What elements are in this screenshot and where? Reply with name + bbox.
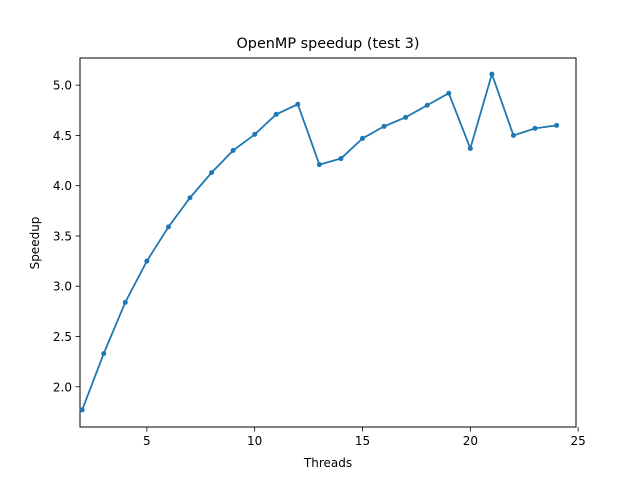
data-point bbox=[467, 145, 473, 151]
data-point bbox=[209, 170, 215, 176]
y-axis-ticks: 2.0 2.5 3.0 3.5 4.0 4.5 5.0 bbox=[53, 79, 80, 394]
data-point bbox=[381, 123, 387, 129]
x-tick-label: 10 bbox=[247, 434, 262, 448]
x-tick-label: 25 bbox=[571, 434, 586, 448]
data-point bbox=[79, 407, 85, 413]
y-tick-label: 2.0 bbox=[53, 380, 72, 394]
data-point bbox=[101, 351, 107, 357]
data-point bbox=[489, 71, 495, 77]
y-tick-label: 3.0 bbox=[53, 280, 72, 294]
data-point bbox=[424, 102, 430, 108]
y-tick-label: 3.5 bbox=[53, 229, 72, 243]
x-axis-ticks: 5 10 15 20 25 bbox=[143, 427, 586, 448]
data-point bbox=[144, 258, 150, 264]
data-point bbox=[510, 132, 516, 138]
data-point bbox=[532, 125, 538, 131]
axes-frame bbox=[79, 57, 577, 428]
data-point bbox=[403, 114, 409, 120]
y-axis-label: Speedup bbox=[28, 217, 42, 270]
data-point bbox=[230, 148, 236, 154]
x-tick-label: 20 bbox=[463, 434, 478, 448]
data-point bbox=[446, 90, 452, 96]
y-tick-label: 4.5 bbox=[53, 129, 72, 143]
y-tick-label: 5.0 bbox=[53, 79, 72, 93]
data-point bbox=[122, 299, 128, 305]
chart-title: OpenMP speedup (test 3) bbox=[236, 36, 419, 52]
data-point bbox=[360, 135, 366, 141]
data-point bbox=[273, 111, 279, 117]
data-point bbox=[554, 122, 560, 128]
data-point bbox=[316, 162, 322, 168]
y-tick-label: 4.0 bbox=[53, 179, 72, 193]
data-point bbox=[338, 156, 344, 162]
x-tick-label: 15 bbox=[355, 434, 370, 448]
data-point bbox=[295, 101, 301, 107]
plot-area: 5 10 15 20 25 2.0 2.5 3.0 3.5 4.0 4.5 5.0 bbox=[53, 57, 586, 448]
series-line bbox=[80, 73, 558, 412]
y-tick-label: 2.5 bbox=[53, 330, 72, 344]
x-tick-label: 5 bbox=[143, 434, 151, 448]
data-point bbox=[165, 224, 171, 230]
x-axis-label: Threads bbox=[303, 456, 352, 470]
data-point bbox=[187, 195, 193, 201]
data-point bbox=[252, 131, 258, 137]
series-layer bbox=[79, 71, 560, 413]
